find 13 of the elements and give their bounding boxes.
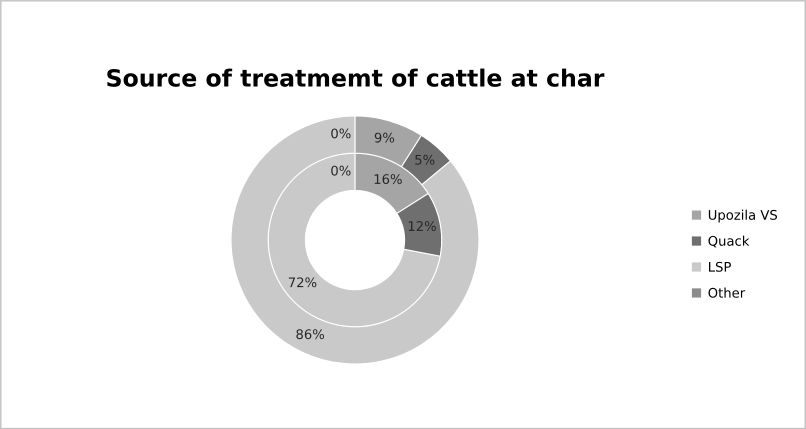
legend-label: Upozila VS <box>708 210 778 222</box>
data-label: 5% <box>415 154 434 165</box>
data-label: 12% <box>408 221 436 232</box>
legend-label: Quack <box>708 236 750 248</box>
data-label: 72% <box>288 277 316 288</box>
legend-label: LSP <box>709 262 731 272</box>
data-label: 86% <box>296 329 324 340</box>
data-label: 9% <box>374 132 394 143</box>
text: 0% <box>331 128 351 138</box>
data-label: 16% <box>374 174 402 184</box>
chart-title: Source of treatmemt of cattle at char <box>107 68 604 87</box>
text: 0% <box>331 166 351 176</box>
legend-label: Other <box>708 288 746 298</box>
